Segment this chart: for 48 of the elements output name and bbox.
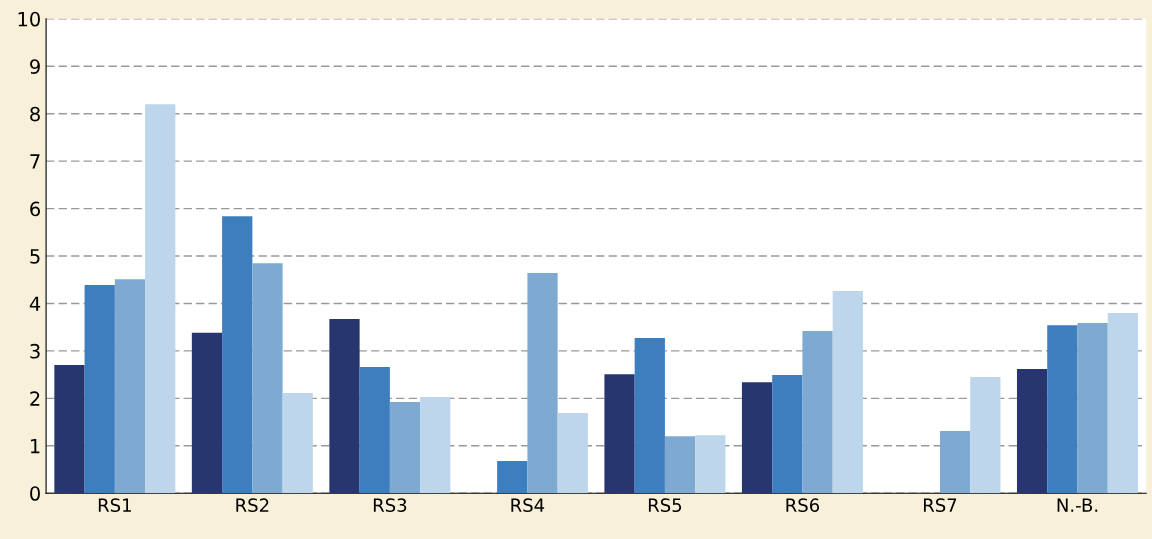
- y-tick-label: 3: [30, 343, 40, 359]
- x-tick-label: RS7: [923, 498, 957, 513]
- bar: [772, 375, 803, 494]
- x-tick-label: N.-B.: [1057, 498, 1098, 512]
- bar: [145, 104, 176, 494]
- bar: [329, 319, 360, 494]
- bar: [252, 263, 283, 494]
- bar: [359, 367, 390, 494]
- y-tick-label: 8: [30, 106, 40, 122]
- bar: [222, 216, 253, 494]
- y-tick-label: 10: [18, 11, 40, 27]
- bar: [695, 435, 726, 494]
- bar: [191, 332, 223, 494]
- x-tick-label: RS2: [236, 498, 269, 513]
- y-tick-label: 0: [30, 486, 40, 501]
- x-tick-label: RS1: [98, 498, 131, 513]
- bar: [664, 436, 696, 494]
- bar: [634, 338, 665, 494]
- y-tick-label: 1: [30, 438, 40, 454]
- bar: [832, 291, 863, 494]
- bar: [497, 460, 528, 494]
- bar: [420, 396, 451, 494]
- bar: [114, 279, 146, 494]
- bar: [84, 284, 115, 494]
- bar: [527, 273, 558, 494]
- x-tick-label: RS5: [648, 498, 682, 513]
- bar: [1016, 368, 1048, 494]
- bar: [557, 413, 588, 494]
- x-tick-label: RS3: [373, 498, 407, 513]
- bar: [1107, 312, 1138, 494]
- bar: [939, 431, 971, 494]
- bar: [389, 402, 421, 494]
- y-tick-label: 5: [30, 249, 40, 264]
- x-tick-label: RS4: [511, 498, 545, 513]
- y-tick-label: 9: [30, 59, 40, 74]
- y-tick-label: 4: [29, 296, 41, 311]
- x-tick-label: RS6: [786, 498, 820, 513]
- bar: [970, 376, 1001, 494]
- y-tick-label: 7: [30, 154, 40, 169]
- y-tick-label: 2: [30, 391, 40, 406]
- bar: [54, 365, 85, 494]
- bar: [1077, 322, 1108, 494]
- bar: [802, 330, 833, 494]
- bar: [604, 374, 635, 494]
- bar: [282, 393, 313, 494]
- bar: [741, 382, 773, 494]
- bar: [1047, 325, 1078, 494]
- y-tick-label: 6: [30, 201, 40, 217]
